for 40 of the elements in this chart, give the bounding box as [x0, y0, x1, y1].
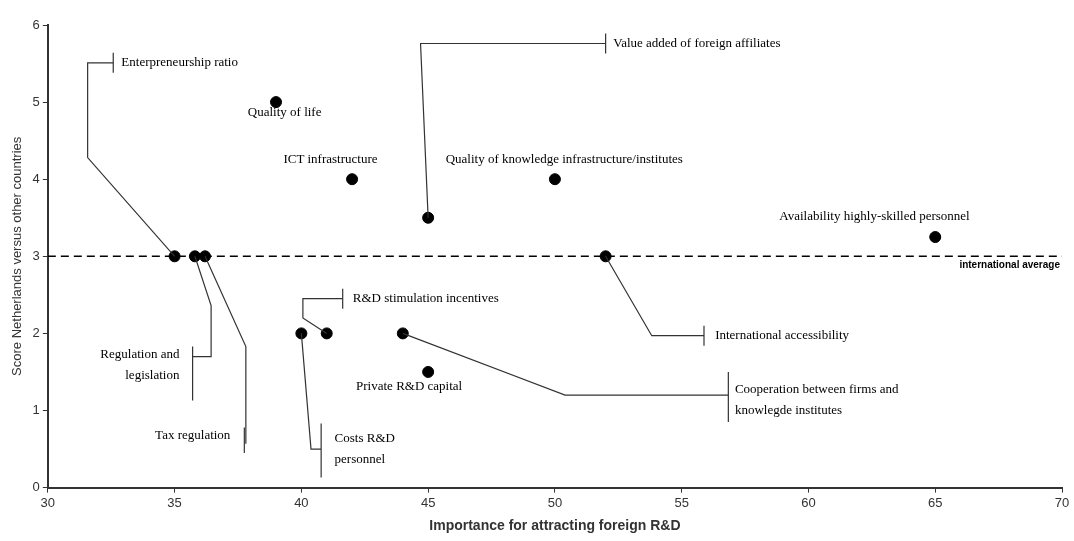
- x-axis-title: Importance for attracting foreign R&D: [429, 517, 681, 534]
- annotation: Quality of knowledge infrastructure/institutes: [445, 151, 683, 167]
- annotation: Cooperation between firms and knowlegde institutes: [734, 381, 899, 418]
- point: [396, 327, 409, 340]
- annotation: Enterpreneurship ratio: [121, 54, 238, 70]
- y-tick-label: 1: [32, 402, 40, 418]
- point: [422, 365, 435, 378]
- x-tick-label: 50: [547, 494, 563, 510]
- x-tick-label: 45: [420, 494, 436, 510]
- annotation: Tax regulation: [155, 426, 231, 442]
- point: [320, 327, 333, 340]
- y-tick-label: 0: [32, 479, 40, 495]
- point: [295, 327, 308, 340]
- x-tick-label: 35: [167, 494, 182, 510]
- annotation: Quality of life: [247, 103, 322, 119]
- x-tick-label: 60: [801, 494, 816, 510]
- annotation: Availability highly-skilled personnel: [779, 208, 971, 224]
- annotation: Value added of foreign affiliates: [613, 34, 781, 50]
- annotation: Private R&D capital: [356, 378, 463, 394]
- point: [548, 173, 561, 186]
- point: [929, 231, 942, 244]
- y-tick-label: 6: [32, 16, 40, 32]
- y-tick-label: 5: [32, 93, 40, 109]
- y-tick-label: 3: [32, 247, 40, 263]
- x-tick-label: 40: [294, 494, 309, 510]
- annotation: International accessibility: [715, 327, 850, 343]
- point: [199, 250, 212, 263]
- x-tick-label: 70: [1054, 494, 1070, 510]
- annotation: Regulation and legislation: [100, 346, 180, 383]
- x-tick-label: 30: [40, 494, 56, 510]
- y-tick-label: 2: [32, 324, 40, 340]
- point: [346, 173, 359, 186]
- annotation: R&D stimulation incentives: [352, 290, 499, 306]
- annotation: Costs R&D personnel: [334, 429, 395, 466]
- x-tick-label: 55: [674, 494, 689, 510]
- y-axis-title: Score Netherlands versus other countries: [9, 136, 25, 376]
- y-tick-label: 4: [32, 170, 40, 186]
- x-tick-label: 65: [927, 494, 943, 510]
- annotation: ICT infrastructure: [283, 151, 378, 167]
- ref-line-label: international average: [959, 259, 1061, 271]
